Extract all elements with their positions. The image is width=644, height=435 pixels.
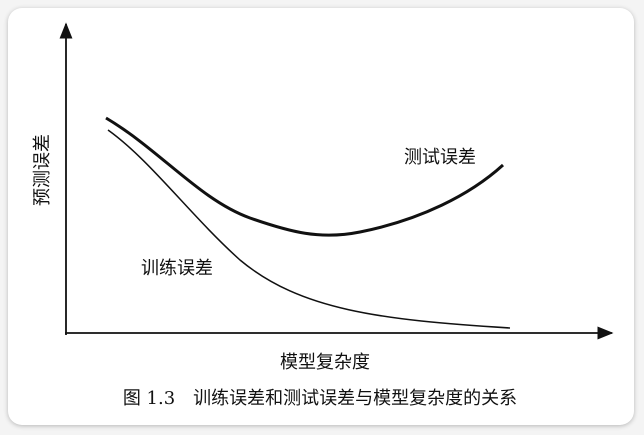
train-error-label: 训练误差	[141, 258, 213, 279]
x-axis-label: 模型复杂度	[280, 352, 370, 373]
y-axis-label: 预测误差	[32, 134, 53, 206]
test-error-label: 测试误差	[404, 147, 476, 168]
test-error-curve	[105, 116, 505, 237]
caption: 图 1.3 训练误差和测试误差与模型复杂度的关系	[123, 388, 517, 409]
train-error-curve	[107, 129, 511, 329]
figure-card	[8, 8, 634, 425]
